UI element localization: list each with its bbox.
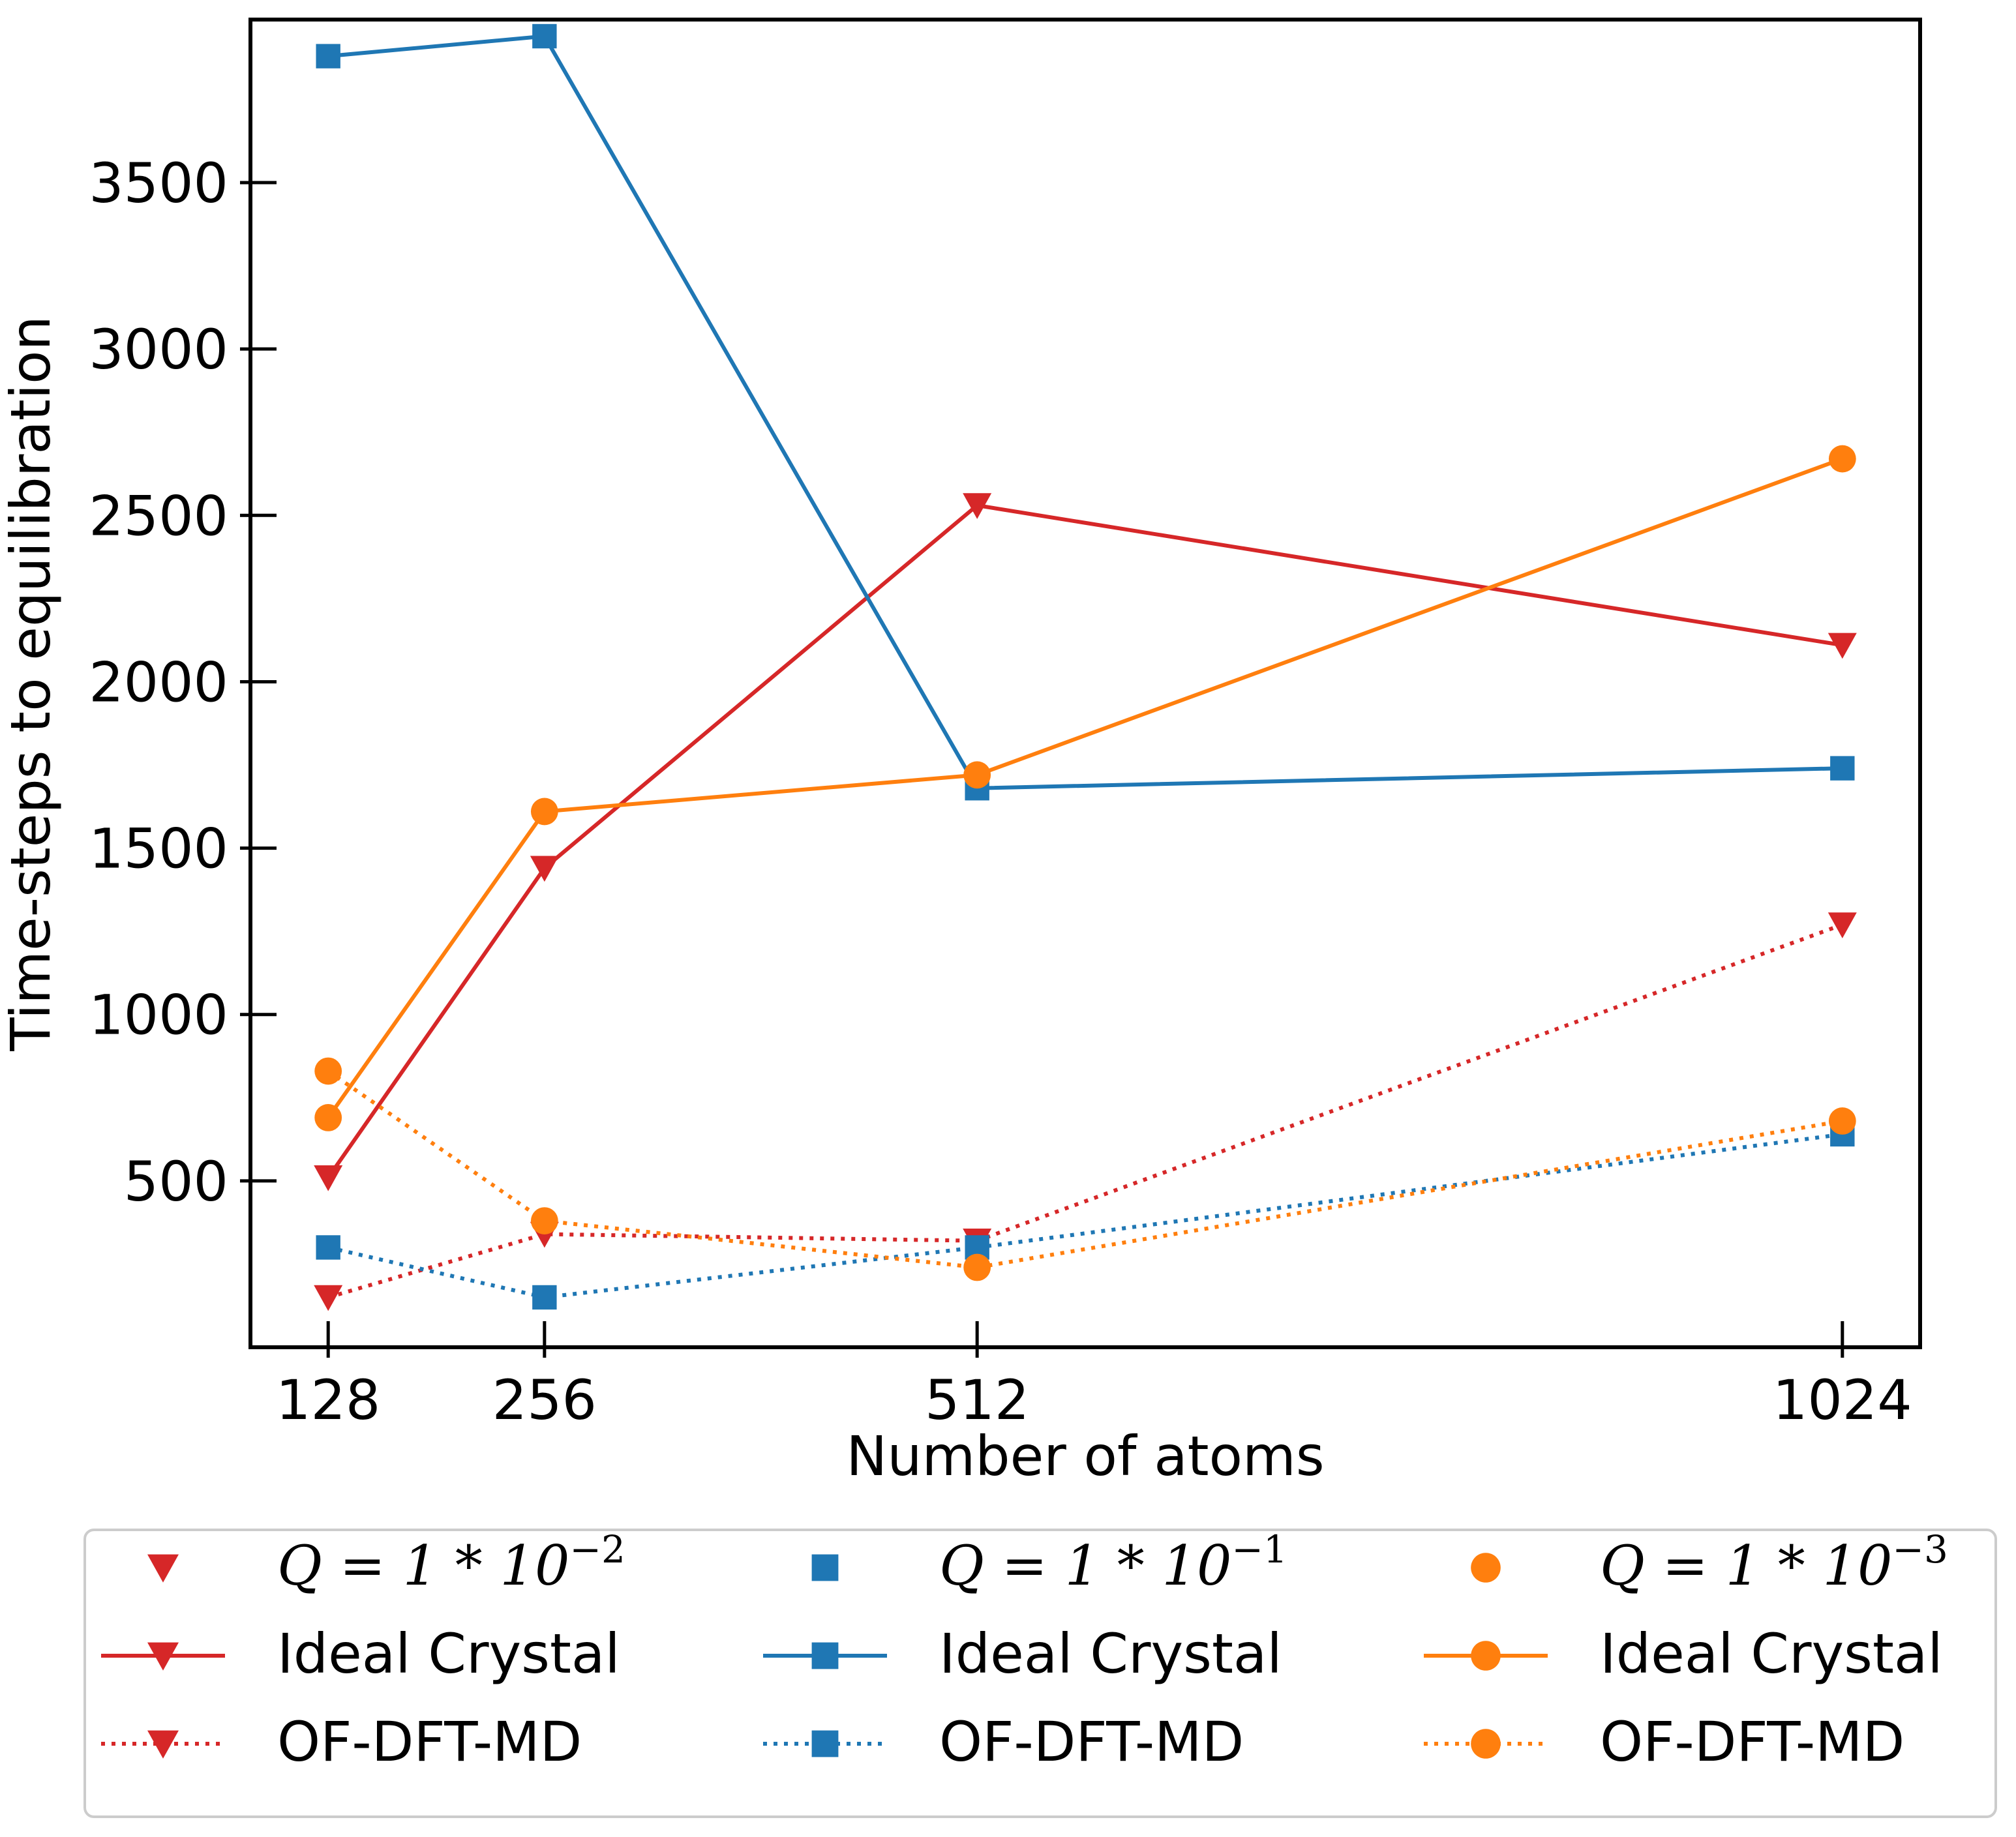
x-tick-label: 1024 [1773,1368,1912,1432]
legend-marker [811,1554,839,1581]
legend-dotted-label: OF-DFT-MD [1600,1710,1904,1774]
data-point [530,856,559,882]
legend-marker [1471,1729,1501,1759]
legend-marker [147,1730,179,1759]
data-point [1830,756,1855,781]
series-solid-triangle-down [314,493,1857,1191]
y-tick-label: 1500 [89,817,228,881]
x-tick-label: 512 [925,1368,1029,1432]
series-dotted-triangle-down [314,912,1857,1311]
x-tick-label: 128 [276,1368,380,1432]
legend-solid-label: Ideal Crystal [939,1622,1282,1686]
data-point [1828,445,1856,473]
y-tick-label: 3500 [89,151,228,215]
legend-q-base: Q = 1 * 10 [939,1534,1231,1598]
legend-marker [147,1642,179,1671]
legend-marker [1471,1553,1501,1583]
legend-q-exponent: −1 [1231,1527,1287,1572]
plot-area [314,23,1857,1311]
y-tick-label: 1000 [89,983,228,1047]
y-axis-ticks: 500 1000 1500 2000 2500 3000 3500 [89,151,277,1214]
data-point [316,1235,340,1260]
plot-frame [248,18,1922,1349]
data-point [1828,1107,1856,1135]
data-point [532,1285,557,1310]
series-line [326,503,1843,1179]
x-axis-ticks: 128 256 512 1024 [276,1321,1912,1432]
legend-solid-label: Ideal Crystal [277,1622,620,1686]
legend-group: Q = 1 * 10−2 Ideal Crystal OF-DFT-MD [101,1527,625,1774]
x-axis-label: Number of atoms [846,1424,1324,1488]
data-point [963,1253,991,1281]
series-solid-square [316,23,1855,801]
series-line [327,34,1843,790]
y-tick-label: 500 [124,1150,228,1214]
data-point [532,23,557,49]
legend-q-label: Q = 1 * 10−2 [277,1527,625,1598]
series-line [327,923,1843,1300]
legend-q-base: Q = 1 * 10 [277,1534,569,1598]
y-axis-label: Time-steps to equilibration [0,316,63,1052]
legend-marker [811,1730,839,1757]
x-tick-label: 256 [492,1368,597,1432]
legend-marker [147,1554,179,1583]
data-point [1828,912,1857,938]
series-line [326,456,1843,1119]
data-point [963,761,991,789]
series-solid-circle [314,445,1856,1131]
legend-q-base: Q = 1 * 10 [1600,1534,1892,1598]
y-tick-label: 2000 [89,650,228,714]
legend-group: Q = 1 * 10−1 Ideal Crystal OF-DFT-MD [763,1527,1287,1774]
series-line [327,1069,1843,1270]
legend-marker [811,1642,839,1669]
legend-solid-label: Ideal Crystal [1600,1622,1943,1686]
series-line [327,1132,1843,1300]
legend-q-label: Q = 1 * 10−3 [1600,1527,1948,1598]
data-point [963,493,992,519]
legend-marker [1471,1641,1501,1671]
data-point [1828,633,1857,659]
series-dotted-circle [314,1057,1856,1281]
legend-q-exponent: −3 [1892,1527,1948,1572]
data-point [314,1285,343,1311]
legend-q-exponent: −2 [569,1527,625,1572]
data-point [314,1057,342,1085]
data-point [530,1207,558,1234]
data-point [316,44,340,68]
legend-dotted-label: OF-DFT-MD [939,1710,1244,1774]
y-tick-label: 2500 [89,484,228,548]
data-point [314,1104,342,1131]
legend-dotted-label: OF-DFT-MD [277,1710,582,1774]
legend-group: Q = 1 * 10−3 Ideal Crystal OF-DFT-MD [1424,1527,1948,1774]
legend-q-label: Q = 1 * 10−1 [939,1527,1287,1598]
y-tick-label: 3000 [89,318,228,381]
data-point [314,1165,343,1191]
data-point [530,798,558,826]
